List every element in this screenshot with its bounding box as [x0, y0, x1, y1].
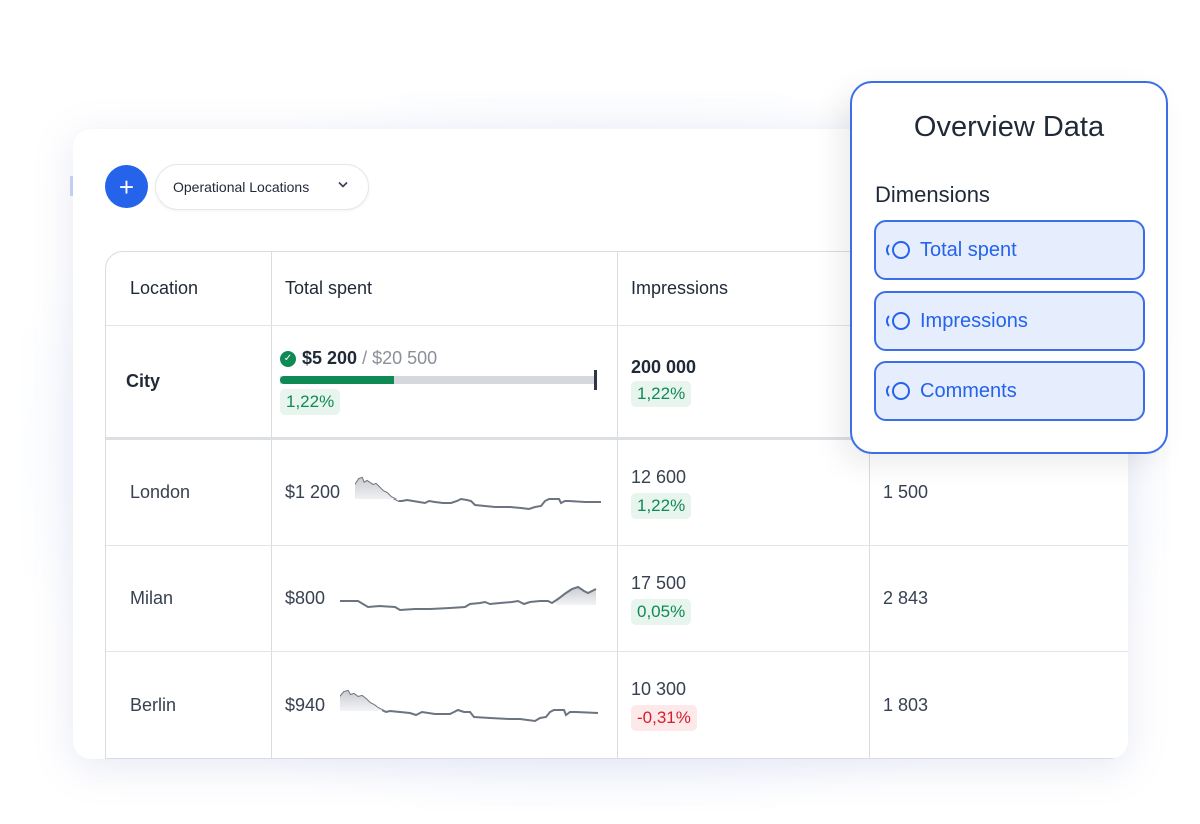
header-cell: Location	[106, 252, 272, 325]
location-group-dropdown[interactable]: Operational Locations	[155, 164, 369, 210]
add-button[interactable]: +	[105, 165, 148, 208]
change-badge: 1,22%	[631, 492, 692, 519]
popup-subtitle: Dimensions	[875, 182, 990, 207]
impressions-cell: 10 300 -0,31%	[618, 652, 870, 758]
spent-value: $940	[285, 694, 326, 715]
header-impressions: Impressions	[631, 278, 729, 298]
overview-data-popup: Overview Data Dimensions Total spent Imp…	[850, 81, 1168, 454]
summary-location: City	[126, 371, 161, 391]
dimension-toggle-icon	[886, 311, 912, 331]
col4-cell: 1 803	[870, 652, 1128, 758]
location-name: Milan	[130, 588, 174, 608]
budget-target-marker	[594, 370, 597, 390]
spent-cell: $1 200	[272, 440, 618, 545]
spent-value: $5 200	[302, 348, 358, 368]
dimension-impressions[interactable]: Impressions	[874, 291, 1145, 351]
spent-cell: $940	[272, 652, 618, 758]
table-row[interactable]: Berlin $940 10 300 -0,31% 1 803	[106, 652, 1128, 758]
change-badge: 0,05%	[631, 598, 692, 625]
spent-value: $1 200	[285, 482, 341, 502]
change-badge: 1,22%	[280, 389, 341, 415]
change-badge: -0,31%	[631, 705, 697, 731]
table-row[interactable]: London $1 200 12 600 1,22% 1 50	[106, 440, 1128, 546]
location-cell: London	[106, 440, 272, 545]
location-name: London	[130, 482, 191, 502]
change-badge: 1,22%	[631, 380, 692, 407]
spent-total: / $20 500	[362, 348, 438, 368]
plus-icon: +	[118, 171, 135, 202]
impressions-value: 12 600	[631, 466, 687, 487]
impressions-value: 10 300	[631, 679, 687, 699]
dimension-comments[interactable]: Comments	[874, 361, 1145, 421]
dimension-toggle-icon	[886, 381, 912, 401]
col4-value: 2 843	[883, 588, 929, 608]
col4-cell: 2 843	[870, 546, 1128, 651]
budget-progress-fill	[280, 376, 394, 384]
card-edge-accent	[70, 176, 73, 196]
location-cell: Milan	[106, 546, 272, 651]
header-total-spent: Total spent	[285, 278, 373, 298]
col4-value: 1 500	[883, 482, 929, 502]
impressions-cell: 17 500 0,05%	[618, 546, 870, 651]
sparkline-chart	[340, 689, 599, 723]
dimension-total-spent[interactable]: Total spent	[874, 220, 1145, 280]
table-row[interactable]: Milan $800 17 500 0,05% 2 843	[106, 546, 1128, 652]
header-cell: Total spent	[272, 252, 618, 325]
sparkline-chart	[355, 476, 601, 510]
col4-value: 1 803	[883, 694, 929, 715]
header-location: Location	[130, 278, 199, 298]
budget-progress-bar	[280, 370, 597, 390]
summary-impressions: 200 000	[631, 356, 697, 377]
dimension-label: Total spent	[920, 238, 1017, 261]
dropdown-label: Operational Locations	[173, 179, 310, 195]
dimension-label: Impressions	[920, 309, 1028, 332]
summary-row[interactable]: City ✓ $5 200 / $20 500 1,22% 200 000	[106, 326, 1128, 440]
location-name: Berlin	[130, 694, 177, 715]
dimension-toggle-icon	[886, 240, 912, 260]
dimension-label: Comments	[920, 379, 1017, 402]
popup-title: Overview Data	[913, 111, 1105, 143]
spent-budget: ✓ $5 200 / $20 500	[280, 348, 617, 369]
locations-table: Location Total spent Impressions City ✓ …	[105, 251, 1128, 759]
summary-location-cell: City	[106, 326, 272, 437]
impressions-value: 17 500	[631, 572, 687, 593]
spent-value: $800	[285, 588, 326, 608]
impressions-cell: 12 600 1,22%	[618, 440, 870, 545]
summary-spent-cell: ✓ $5 200 / $20 500 1,22%	[272, 326, 618, 437]
check-circle-icon: ✓	[280, 350, 296, 367]
summary-impressions-cell: 200 000 1,22%	[618, 326, 870, 437]
sparkline-chart	[340, 585, 597, 611]
col4-cell: 1 500	[870, 440, 1128, 545]
spent-cell: $800	[272, 546, 618, 651]
header-cell: Impressions	[618, 252, 870, 325]
location-cell: Berlin	[106, 652, 272, 758]
table-header-row: Location Total spent Impressions	[106, 252, 1128, 326]
chevron-down-icon	[338, 179, 348, 191]
